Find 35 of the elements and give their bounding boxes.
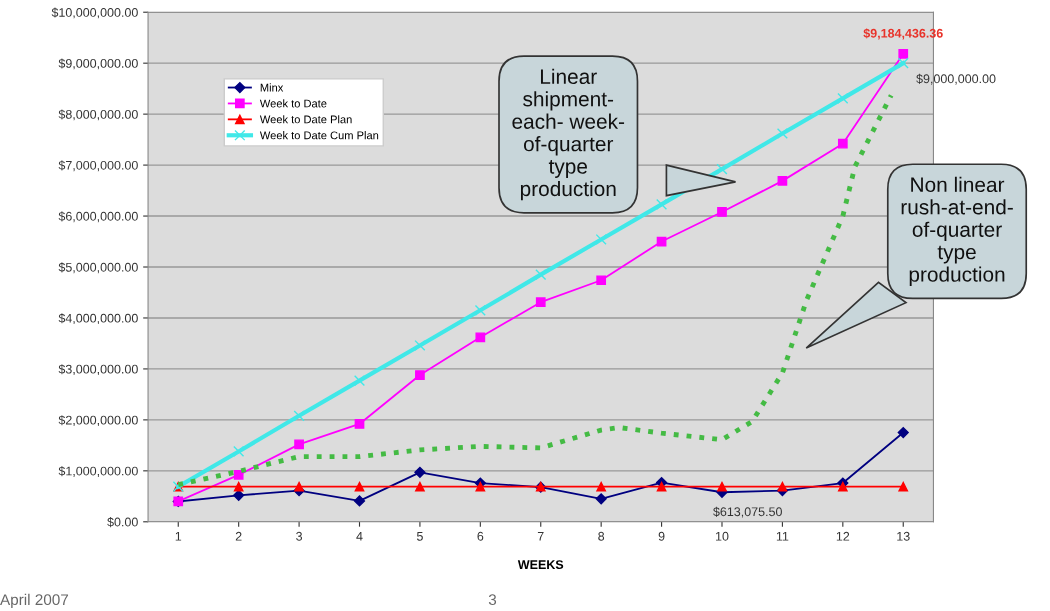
y-tick-label: $8,000,000.00: [58, 109, 138, 121]
annotation: Linear shipment- each- week- of-quarter type production: [512, 68, 625, 201]
text: 3: [488, 594, 497, 606]
y-tick-label: $4,000,000.00: [58, 313, 138, 325]
y-tick-label: $9,000,000.00: [58, 58, 138, 70]
legend-label: Week to Date Plan: [259, 115, 352, 124]
x-tick-label: 5: [416, 531, 423, 541]
annotation: Non linear rush-at-end- of-quarter type production: [901, 176, 1013, 286]
data-label: $613,075.50: [713, 506, 782, 518]
x-tick-label: 13: [897, 531, 910, 541]
x-tick-label: 8: [598, 531, 605, 541]
x-axis-title: WEEKS: [517, 560, 564, 570]
x-tick-label: 2: [235, 531, 242, 541]
legend-label: Week to Date: [259, 99, 327, 108]
text: April 2007: [0, 593, 69, 609]
y-tick-label: $1,000,000.00: [58, 466, 138, 477]
x-tick-label: 6: [477, 531, 484, 541]
y-tick-label: $6,000,000.00: [58, 211, 138, 223]
x-tick-label: 7: [537, 531, 544, 541]
x-tick-label: 3: [296, 531, 303, 541]
data-label: $9,184,436.36: [863, 28, 943, 40]
y-tick-label: $2,000,000.00: [58, 415, 138, 427]
y-tick-label: $10,000,000.00: [51, 7, 138, 19]
y-tick-label: $5,000,000.00: [58, 262, 138, 274]
x-tick-label: 1: [175, 531, 182, 541]
y-tick-label: $3,000,000.00: [58, 364, 138, 376]
x-tick-label: 9: [658, 531, 665, 541]
x-tick-label: 11: [776, 531, 789, 541]
y-tick-label: $0.00: [107, 517, 138, 528]
x-tick-label: 4: [356, 531, 363, 541]
y-tick-label: $7,000,000.00: [58, 160, 138, 172]
legend-label: Minx: [260, 83, 284, 92]
legend-label: Week to Date Cum Plan: [259, 131, 379, 140]
x-tick-label: 10: [716, 531, 729, 541]
x-tick-label: 12: [836, 531, 850, 541]
